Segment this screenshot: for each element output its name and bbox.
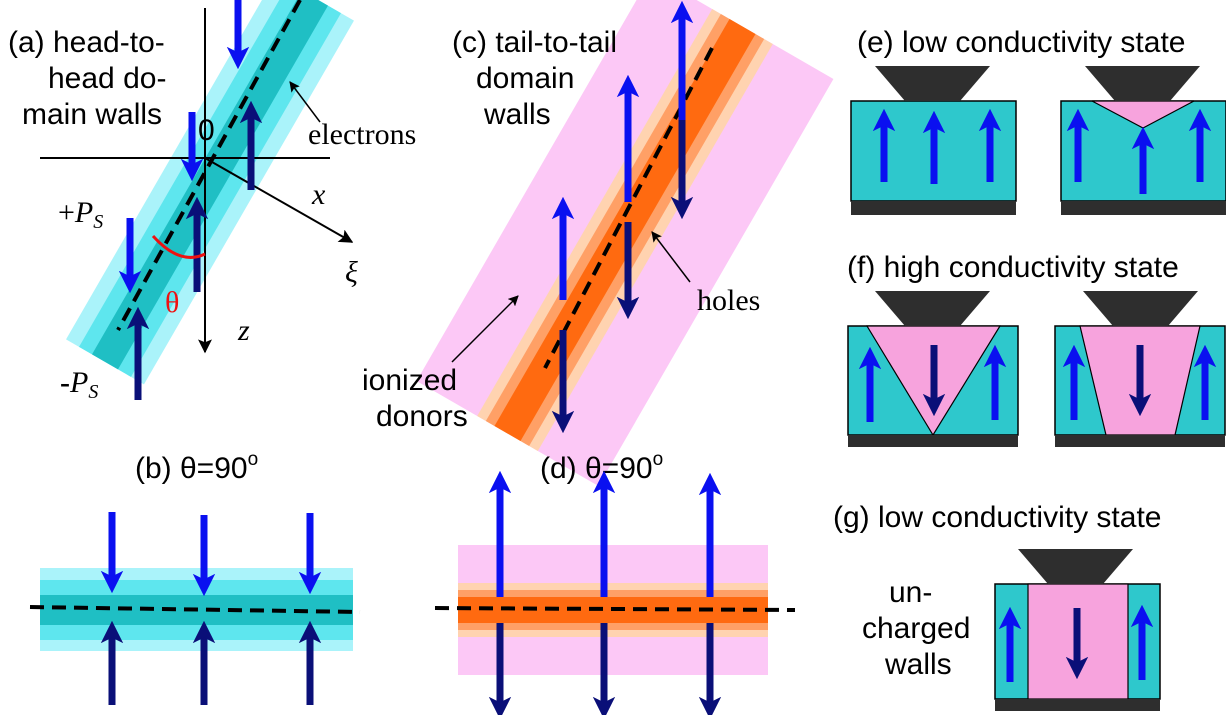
panel-f: (f) high conductivity state xyxy=(847,251,1226,447)
panel-a-title-line2: head do- xyxy=(48,62,166,95)
donors-label-line2: donors xyxy=(376,400,468,433)
electrons-pointer xyxy=(289,81,321,123)
panel-c-title-line1: (c) tail-to-tail xyxy=(452,26,617,59)
probe-tip xyxy=(875,66,990,101)
plus-ps-label: +PS xyxy=(58,196,103,233)
panel-e: (e) low conductivity state xyxy=(850,26,1226,215)
panel-a-title-line3: main walls xyxy=(22,98,162,131)
panel-d-title-text: (d) θ=90 xyxy=(540,452,653,485)
panel-g-title: (g) low conductivity state xyxy=(833,501,1161,534)
panel-b-title: (b) θ=90o xyxy=(135,449,258,485)
uncharged-label-line2: charged xyxy=(862,612,970,645)
panel-d-degree: o xyxy=(653,449,664,470)
minus-ps-sub: S xyxy=(88,381,98,403)
panel-d: (d) θ=90o xyxy=(434,449,796,715)
panel-d-title: (d) θ=90o xyxy=(540,449,663,485)
panel-e-title: (e) low conductivity state xyxy=(857,26,1185,59)
donors-pointer xyxy=(451,295,519,363)
plus-ps-sign: + xyxy=(58,196,75,229)
z-axis-label: z xyxy=(237,314,250,347)
xi-axis-label: ξ xyxy=(345,256,358,289)
probe-tip xyxy=(1085,66,1200,101)
minus-ps-label: -PS xyxy=(60,366,98,403)
theta-label: θ xyxy=(165,286,179,319)
origin-label: 0 xyxy=(198,114,215,147)
minus-ps-p: P xyxy=(69,366,88,399)
domain-wall-line xyxy=(543,47,714,369)
panel-a: θ (a) head-to- head do- main walls 0 ele… xyxy=(8,0,416,403)
theta-arc xyxy=(151,234,206,259)
uncharged-label-line3: walls xyxy=(884,648,952,681)
panel-g: (g) low conductivity state un- charged w… xyxy=(833,501,1161,711)
device-uniform xyxy=(850,66,1017,215)
probe-tip xyxy=(1083,291,1198,326)
bottom-electrode xyxy=(851,201,1016,215)
plus-ps-p: P xyxy=(74,196,93,229)
panel-c-title-line3: walls xyxy=(483,98,551,131)
panel-b: (b) θ=90o xyxy=(29,449,361,705)
probe-tip xyxy=(875,291,990,326)
bottom-electrode xyxy=(848,435,1018,447)
electrons-label: electrons xyxy=(308,118,416,151)
electron-band-core xyxy=(92,0,328,370)
panel-b-degree: o xyxy=(248,449,259,470)
domain-wall-line xyxy=(434,606,796,612)
panel-a-title-line1: (a) head-to- xyxy=(8,26,165,59)
holes-pointer xyxy=(651,231,691,283)
device-columnar-domain xyxy=(994,549,1161,711)
device-nucleus xyxy=(1060,66,1226,215)
domain-wall-line xyxy=(116,0,302,331)
device-v-domain xyxy=(847,291,1019,447)
panel-b-title-text: (b) θ=90 xyxy=(135,452,248,485)
bottom-electrode xyxy=(1055,435,1225,447)
panel-c-title-line2: domain xyxy=(476,62,574,95)
xi-axis xyxy=(204,157,354,243)
panel-f-title: (f) high conductivity state xyxy=(847,251,1179,284)
domain-wall-line xyxy=(29,605,361,614)
donors-label-line1: ionized xyxy=(362,364,457,397)
panel-c: (c) tail-to-tail domain walls holes ioni… xyxy=(362,0,834,487)
x-axis-label: x xyxy=(311,178,326,211)
uncharged-label-line1: un- xyxy=(889,576,932,609)
plus-ps-sub: S xyxy=(93,211,103,233)
probe-tip xyxy=(1018,549,1133,584)
holes-label: holes xyxy=(697,284,760,317)
minus-ps-sign: - xyxy=(60,366,70,399)
bottom-electrode xyxy=(995,699,1160,711)
device-trapezoid-domain xyxy=(1054,291,1226,447)
bottom-electrode xyxy=(1061,201,1226,215)
